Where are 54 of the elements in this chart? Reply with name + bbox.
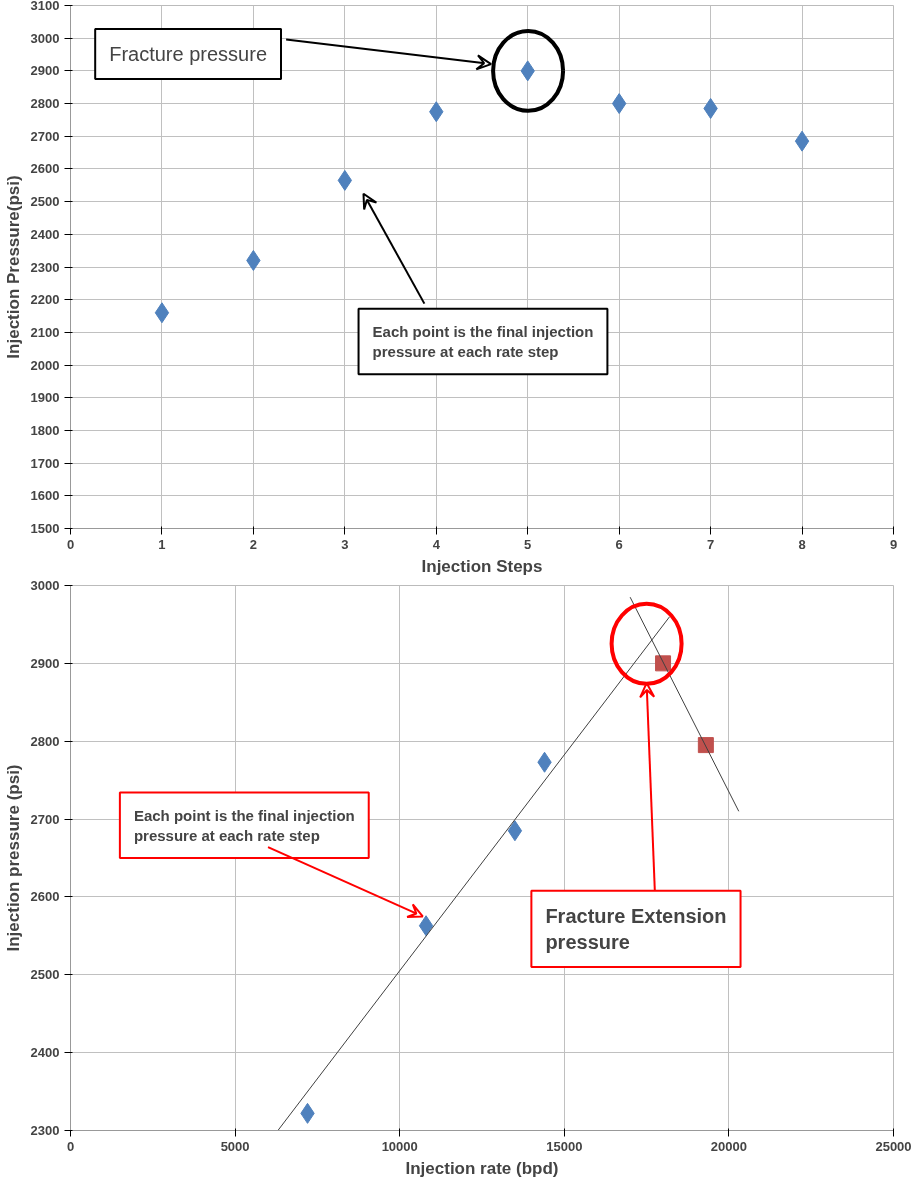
y-tick-label: 2600 <box>30 161 60 177</box>
y-tick-label: 3000 <box>30 30 60 46</box>
annotation: Each point is the final injection pressure at each rate step <box>133 806 355 844</box>
point <box>418 915 434 937</box>
y-tick-label: 2900 <box>30 63 60 79</box>
y-tick-label: 1500 <box>30 521 60 536</box>
y-axis-title: Injection Pressure(psi) <box>3 175 23 359</box>
y-tick-label: 2500 <box>30 194 60 210</box>
y-tick-label: 1600 <box>30 488 60 504</box>
y-tick-label: 2700 <box>30 128 60 144</box>
y-tick-label: 1800 <box>30 422 60 438</box>
y-tick-label: 2800 <box>30 96 60 112</box>
y-tick-label: 2600 <box>30 889 60 905</box>
y-tick-label: 3000 <box>30 578 60 593</box>
y-tick-label: 2400 <box>30 226 60 242</box>
y-tick-label: 2700 <box>30 811 60 827</box>
x-tick-label: 5000 <box>220 1138 250 1154</box>
x-tick-label: 5 <box>524 536 532 552</box>
x-tick-label: 10000 <box>381 1138 418 1154</box>
x-tick-label: 8 <box>798 536 806 552</box>
x-tick-label: 1 <box>158 536 166 552</box>
y-tick-label: 2000 <box>30 357 60 373</box>
x-tick-label: 7 <box>707 536 715 552</box>
y-tick-label: 2800 <box>30 733 60 749</box>
y-tick-label: 3100 <box>30 0 60 13</box>
y-tick-label: 2300 <box>30 1123 60 1138</box>
point <box>794 130 810 152</box>
y-tick-label: 2400 <box>30 1045 60 1061</box>
y-tick-label: 1700 <box>30 455 60 471</box>
annotation: Fracture Extension pressure <box>545 904 727 954</box>
y-tick-label: 1900 <box>30 390 60 406</box>
y-tick-label: 2900 <box>30 655 60 671</box>
y-tick-label: 2300 <box>30 259 60 275</box>
x-tick-label: 25000 <box>875 1138 912 1154</box>
x-tick-label: 3 <box>341 536 349 552</box>
x-axis-title: Injection Steps <box>421 556 543 576</box>
y-tick-label: 2500 <box>30 967 60 983</box>
point <box>507 820 523 842</box>
y-tick-label: 2200 <box>30 292 60 308</box>
x-axis-title: Injection rate (bpd) <box>405 1158 559 1178</box>
annotation: Each point is the final injection pressure at each rate step <box>372 322 594 361</box>
x-tick-label: 0 <box>66 536 75 552</box>
y-tick-label: 2100 <box>30 324 60 340</box>
x-tick-label: 2 <box>249 536 258 552</box>
x-tick-label: 9 <box>889 536 898 552</box>
x-tick-label: 6 <box>615 536 623 552</box>
x-tick-label: 4 <box>432 536 441 552</box>
x-tick-label: 15000 <box>546 1138 583 1154</box>
x-tick-label: 20000 <box>710 1138 747 1154</box>
x-tick-label: 0 <box>66 1138 75 1154</box>
y-axis-title: Injection pressure (psi) <box>3 764 23 952</box>
annotation: Fracture pressure <box>109 43 268 66</box>
point <box>154 302 170 324</box>
point <box>655 655 672 672</box>
